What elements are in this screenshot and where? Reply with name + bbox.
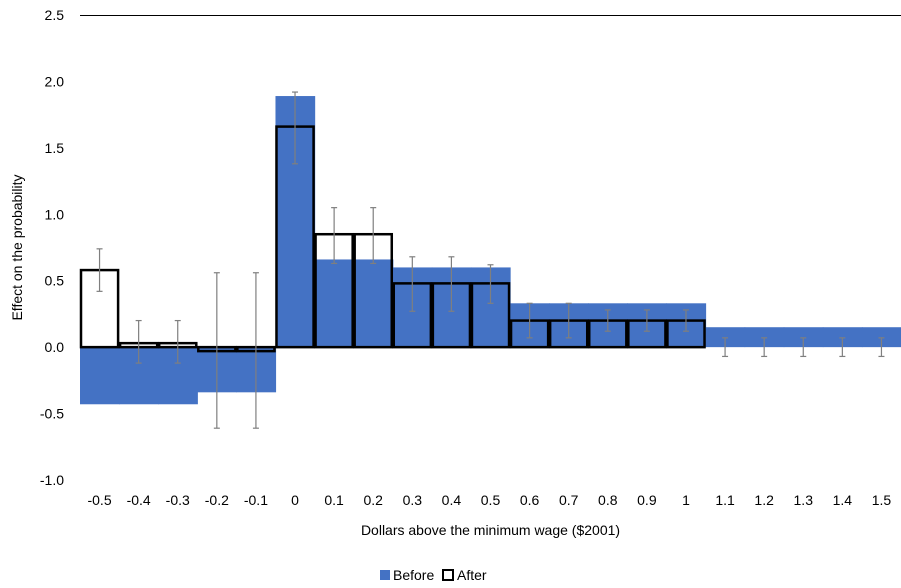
error-bar-0.2 [370, 207, 377, 265]
x-tick-label: -0.1 [244, 492, 268, 508]
error-bar-0.9 [643, 309, 650, 332]
y-tick-label: 0.5 [45, 273, 65, 289]
y-tick-label: 1.0 [45, 206, 65, 222]
y-axis-title: Effect on the probability [9, 174, 25, 320]
error-bar--0.4 [135, 319, 142, 364]
error-bar-1.4 [839, 337, 846, 358]
before-bar-1.1 [705, 327, 746, 348]
x-tick-label: -0.2 [205, 492, 229, 508]
before-bar-1.4 [822, 327, 863, 348]
error-bar--0.2 [213, 272, 220, 429]
x-tick-label: 0.6 [520, 492, 540, 508]
before-bars [80, 96, 901, 405]
before-bar-1.2 [744, 327, 785, 348]
error-bar-0.1 [331, 207, 338, 265]
error-bar--0.1 [252, 272, 259, 429]
x-tick-label: 0.1 [324, 492, 344, 508]
before-bar-1.5 [861, 327, 901, 348]
before-bar-0.2 [353, 259, 394, 348]
x-tick-label: 0.2 [363, 492, 383, 508]
error-bar-1.1 [722, 337, 729, 358]
error-bar-0.6 [526, 302, 533, 339]
x-tick-label: 0.3 [403, 492, 423, 508]
error-bar--0.5 [96, 248, 103, 292]
x-tick-label: 0.7 [559, 492, 579, 508]
x-axis-title: Dollars above the minimum wage ($2001) [361, 522, 620, 538]
error-bar-1.5 [878, 337, 885, 358]
y-tick-label: 0.0 [45, 339, 65, 355]
x-tick-label: 0.5 [481, 492, 501, 508]
legend-after-label: After [457, 567, 487, 583]
y-tick-label: 1.5 [45, 140, 65, 156]
error-bar-1.2 [761, 337, 768, 358]
before-bar--0.5 [80, 347, 120, 405]
error-bars [96, 91, 885, 429]
legend-before-swatch [380, 570, 390, 580]
y-tick-label: -0.5 [40, 406, 64, 422]
error-bar-0.7 [565, 302, 572, 339]
y-tick-label: -1.0 [40, 472, 64, 488]
error-bar-1.3 [800, 337, 807, 358]
error-bar--0.3 [174, 319, 181, 364]
error-bar-1 [682, 309, 689, 332]
y-tick-label: 2.5 [45, 7, 65, 23]
x-tick-label: -0.5 [87, 492, 111, 508]
error-bar-0 [292, 91, 299, 165]
error-bar-0.3 [409, 256, 416, 312]
error-bar-0.4 [448, 256, 455, 312]
x-tick-label: 1.3 [794, 492, 814, 508]
legend-after-swatch [442, 569, 454, 581]
x-tick-label: 1.4 [833, 492, 853, 508]
x-tick-label: 1.5 [872, 492, 892, 508]
x-tick-label: 0.9 [637, 492, 657, 508]
x-tick-label: 0 [291, 492, 299, 508]
x-tick-label: -0.4 [127, 492, 151, 508]
before-bar-1.3 [783, 327, 824, 348]
x-tick-label: -0.3 [166, 492, 190, 508]
error-bar-0.8 [604, 309, 611, 332]
x-tick-label: 1.2 [754, 492, 774, 508]
x-tick-label: 0.8 [598, 492, 618, 508]
error-bar-0.5 [487, 264, 494, 304]
x-tick-label: 0.4 [442, 492, 462, 508]
y-axis-ticks: -1.0 -0.5 0.0 0.5 1.0 1.5 2.0 2.5 [40, 7, 64, 488]
y-tick-label: 2.0 [45, 73, 65, 89]
x-tick-label: 1.1 [715, 492, 735, 508]
x-axis-ticks: -0.5 -0.4 -0.3 -0.2 -0.1 0 0.1 0.2 0.3 0.4 0.5 0.6 0… [87, 492, 891, 508]
x-tick-label: 1 [682, 492, 690, 508]
legend-before-label: Before [393, 567, 434, 583]
before-bar-0.1 [314, 259, 355, 348]
legend: Before After [380, 567, 487, 583]
